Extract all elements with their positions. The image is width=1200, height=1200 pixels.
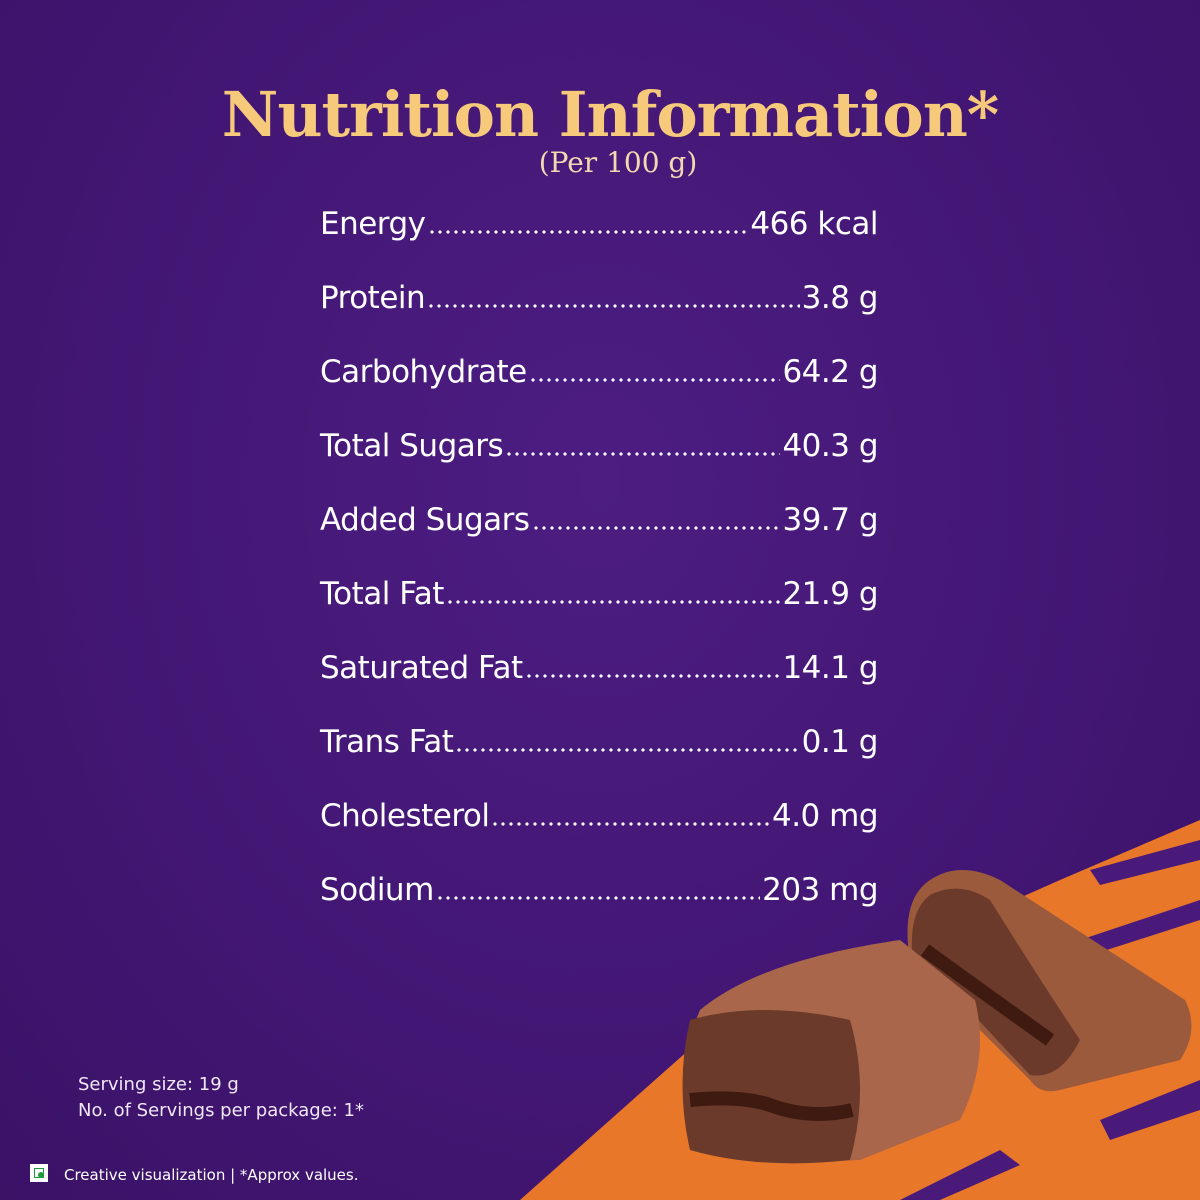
nutrient-amount: 64.2 g xyxy=(782,354,878,390)
nutrient-row: Total Sugars 40.3 g xyxy=(320,428,878,502)
leader-dots xyxy=(435,896,761,900)
filling xyxy=(689,1091,854,1121)
leader-dots xyxy=(455,748,800,752)
nutrient-amount: 466 kcal xyxy=(750,206,878,242)
nutrient-row: Protein 3.8 g xyxy=(320,280,879,354)
nutrient-amount: 21.9 g xyxy=(782,576,878,612)
nutrient-amount: 0.1 g xyxy=(801,724,879,760)
nutrient-amount: 3.8 g xyxy=(801,280,879,316)
nutrient-name: Added Sugars xyxy=(320,502,530,538)
leader-dots xyxy=(491,822,770,826)
wrapper-stripe xyxy=(1090,840,1200,885)
nutrient-list: Energy 466 kcal Protein 3.8 g Carbohydrate 64… xyxy=(320,206,879,946)
nutrient-amount: 4.0 mg xyxy=(771,798,879,834)
nutrient-name: Saturated Fat xyxy=(320,650,523,686)
leader-dots xyxy=(427,230,749,234)
nutrient-name: Energy xyxy=(320,206,426,242)
nutrient-name: Trans Fat xyxy=(320,724,454,760)
leader-dots xyxy=(531,526,781,530)
subtitle: (Per 100 g) xyxy=(538,146,698,179)
leader-dots xyxy=(524,674,781,678)
filling xyxy=(920,944,1055,1046)
nutrient-amount: 14.1 g xyxy=(782,650,878,686)
nutrient-row: Added Sugars 39.7 g xyxy=(320,502,878,576)
nutrient-name: Total Fat xyxy=(320,576,444,612)
title: Nutrition Information* xyxy=(221,78,999,151)
wrapper-stripe xyxy=(1100,1080,1200,1140)
nutrient-row: Energy 466 kcal xyxy=(320,206,878,280)
veg-symbol xyxy=(30,1164,48,1182)
nutrient-row: Saturated Fat 14.1 g xyxy=(320,650,878,724)
serving-info: Serving size: 19 g No. of Servings per p… xyxy=(78,1072,364,1124)
leader-dots xyxy=(505,452,781,456)
nutrient-name: Sodium xyxy=(320,872,434,908)
footer-note: Creative visualization | *Approx values. xyxy=(64,1166,359,1184)
nutrient-row: Carbohydrate 64.2 g xyxy=(320,354,878,428)
leader-dots xyxy=(427,304,800,308)
serving-size: Serving size: 19 g xyxy=(78,1074,239,1095)
bar-cross-section xyxy=(682,1010,860,1164)
nutrient-row: Total Fat 21.9 g xyxy=(320,576,878,650)
nutrient-name: Total Sugars xyxy=(320,428,504,464)
leader-dots xyxy=(445,600,781,604)
nutrient-amount: 203 mg xyxy=(762,872,878,908)
serving-count: No. of Servings per package: 1* xyxy=(78,1100,365,1121)
nutrient-row: Trans Fat 0.1 g xyxy=(320,724,879,798)
wrapper-stripe xyxy=(900,1150,1020,1200)
leader-dots xyxy=(528,378,781,382)
nutrient-amount: 39.7 g xyxy=(782,502,878,538)
nutrient-name: Carbohydrate xyxy=(320,354,527,390)
nutrient-row: Cholesterol 4.0 mg xyxy=(320,798,879,872)
nutrient-amount: 40.3 g xyxy=(782,428,878,464)
nutrient-row: Sodium 203 mg xyxy=(320,872,878,946)
nutrient-name: Protein xyxy=(320,280,426,316)
nutrient-name: Cholesterol xyxy=(320,798,490,834)
